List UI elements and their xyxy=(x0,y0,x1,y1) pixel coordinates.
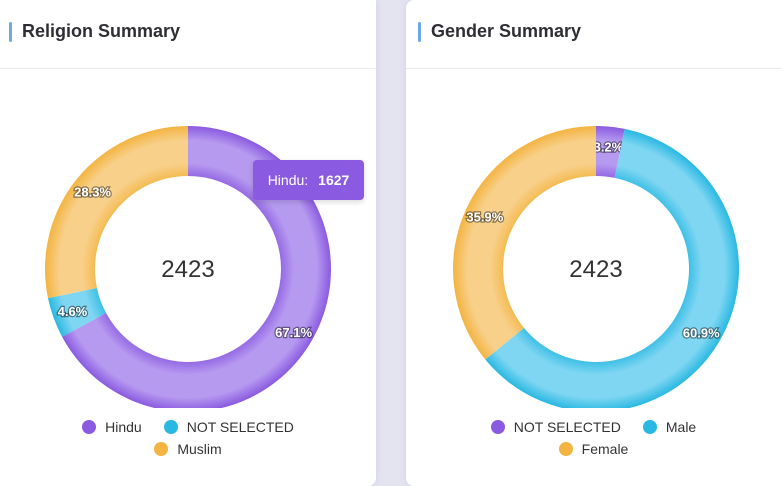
title-accent-bar xyxy=(9,22,12,42)
chart-tooltip: Hindu: 1627 xyxy=(253,160,364,200)
slice-percent-label: 28.3% xyxy=(74,184,111,199)
legend-row: Female xyxy=(406,438,781,460)
donut-slice-not-selected[interactable] xyxy=(48,287,107,337)
legend-marker-icon xyxy=(642,420,657,434)
legend-label: Male xyxy=(665,419,697,435)
slice-percent-label: 60.9% xyxy=(683,326,720,341)
slice-percent-label: 67.1% xyxy=(275,325,312,340)
card-header: Gender Summary xyxy=(406,0,781,69)
legend-row: NOT SELECTED Male xyxy=(406,416,781,438)
legend-label: Muslim xyxy=(177,441,222,457)
donut-slice-muslim[interactable] xyxy=(44,126,188,299)
legend-item[interactable]: Muslim xyxy=(154,441,222,457)
legend-marker-icon xyxy=(558,442,573,456)
legend-marker-icon xyxy=(154,442,169,456)
legend-label: NOT SELECTED xyxy=(513,419,621,435)
chart-legend: Hindu NOT SELECTED Muslim xyxy=(0,416,376,460)
slice-percent-label: 4.6% xyxy=(58,304,88,319)
legend-marker-icon xyxy=(490,420,505,434)
donut-center-total: 2423 xyxy=(569,256,622,283)
donut-slice-male[interactable] xyxy=(485,128,739,408)
gender-donut-chart: 3.2% 60.9% 35.9% 2423 xyxy=(453,125,739,408)
legend-label: Hindu xyxy=(105,419,142,435)
slice-percent-label: 3.2% xyxy=(594,140,624,155)
slice-percent-label: 35.9% xyxy=(466,209,503,224)
legend-label: Female xyxy=(581,441,629,457)
donut-center-total: 2423 xyxy=(161,256,214,283)
legend-marker-icon xyxy=(163,420,178,434)
tooltip-value: 1627 xyxy=(318,172,350,188)
legend-row: Muslim xyxy=(0,438,376,460)
tooltip-label: Hindu: xyxy=(267,172,309,188)
legend-label: NOT SELECTED xyxy=(186,419,294,435)
legend-item[interactable]: Hindu xyxy=(82,419,142,435)
card-header: Religion Summary xyxy=(0,0,376,69)
legend-item[interactable]: Male xyxy=(642,419,697,435)
card-title: Religion Summary xyxy=(22,21,181,41)
card-title: Gender Summary xyxy=(431,21,582,41)
legend-item[interactable]: Female xyxy=(558,441,629,457)
chart-legend: NOT SELECTED Male Female xyxy=(406,416,781,460)
donut-slice-female[interactable] xyxy=(453,125,596,360)
gender-summary-card: Gender Summary 3.2% 60.9% 35.9% 2423 NOT SE… xyxy=(406,0,781,486)
legend-marker-icon xyxy=(82,420,97,434)
legend-row: Hindu NOT SELECTED xyxy=(0,416,376,438)
religion-donut-chart: 67.1% 4.6% 28.3% 2423 xyxy=(44,126,331,408)
religion-summary-card: Religion Summary 67.1% 4.6% 28.3% 2423 Hind… xyxy=(0,0,376,486)
donut-slice-not-selected[interactable] xyxy=(596,126,625,178)
title-accent-bar xyxy=(418,22,421,42)
legend-item[interactable]: NOT SELECTED xyxy=(163,419,294,435)
legend-item[interactable]: NOT SELECTED xyxy=(490,419,621,435)
